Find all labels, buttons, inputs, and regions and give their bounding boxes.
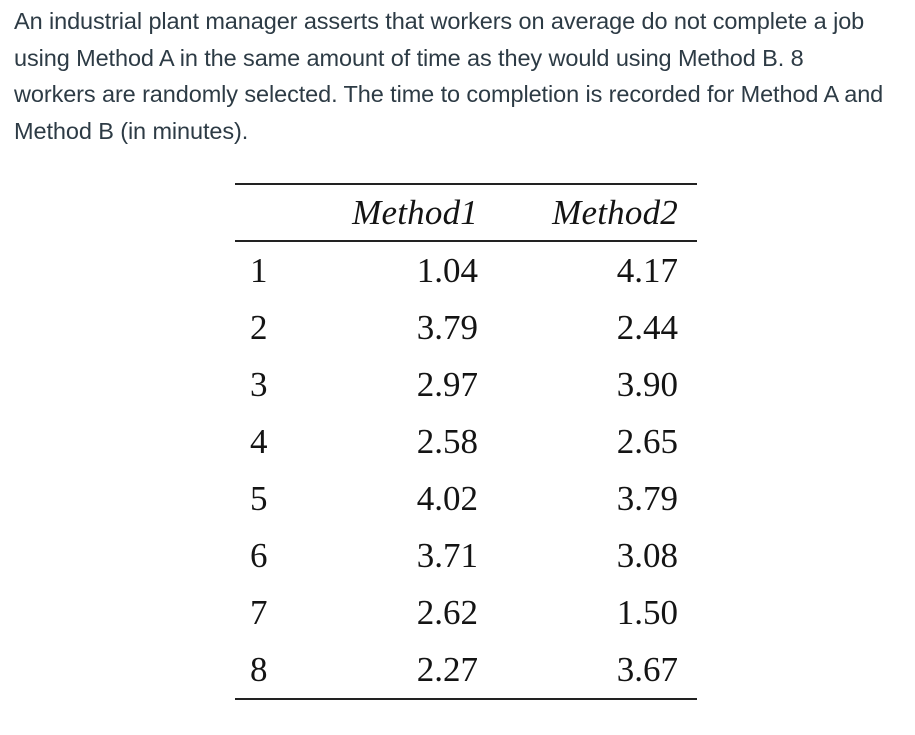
worker-number-cell: 4: [250, 421, 268, 461]
table-row: 1 1.04 4.17: [235, 242, 697, 299]
method1-value-cell: 2.97: [416, 364, 478, 404]
problem-statement: An industrial plant manager asserts that…: [14, 3, 883, 149]
method1-value-cell: 3.71: [416, 535, 478, 575]
table-row: 4 2.58 2.65: [235, 413, 697, 470]
table-row: 3 2.97 3.90: [235, 356, 697, 413]
method1-value-cell: 3.79: [416, 307, 478, 347]
method1-value-cell: 2.27: [416, 649, 478, 689]
method2-value-cell: 1.50: [616, 592, 678, 632]
method2-value-cell: 3.08: [616, 535, 678, 575]
problem-statement-line: using Method A in the same amount of tim…: [14, 44, 804, 71]
worker-number-cell: 6: [250, 535, 268, 575]
table-row: 7 2.62 1.50: [235, 584, 697, 641]
method2-value-cell: 3.90: [616, 364, 678, 404]
problem-statement-line: Method B (in minutes).: [14, 117, 249, 144]
table-row: 5 4.02 3.79: [235, 470, 697, 527]
method2-value-cell: 2.65: [616, 421, 678, 461]
worker-number-cell: 5: [250, 478, 268, 518]
worker-number-cell: 3: [250, 364, 268, 404]
problem-statement-line: workers are randomly selected. The time …: [14, 81, 884, 108]
method2-value-cell: 2.44: [616, 307, 678, 347]
data-table: Method1 Method2 1 1.04 4.17 2 3.79 2.44 …: [235, 183, 697, 700]
method1-value-cell: 1.04: [416, 250, 478, 290]
worker-number-cell: 7: [250, 592, 268, 632]
method2-value-cell: 3.79: [616, 478, 678, 518]
method1-value-cell: 4.02: [416, 478, 478, 518]
table-row: 2 3.79 2.44: [235, 299, 697, 356]
method2-column-header: Method2: [552, 192, 678, 232]
method2-value-cell: 4.17: [616, 250, 678, 290]
method2-value-cell: 3.67: [616, 649, 678, 689]
table-row: 8 2.27 3.67: [235, 641, 697, 698]
table-header-row: Method1 Method2: [235, 185, 697, 242]
method1-column-header: Method1: [352, 192, 478, 232]
worker-number-cell: 2: [250, 307, 268, 347]
table-row: 6 3.71 3.08: [235, 527, 697, 584]
worker-number-cell: 8: [250, 649, 268, 689]
method1-value-cell: 2.62: [416, 592, 478, 632]
method1-value-cell: 2.58: [416, 421, 478, 461]
worker-number-cell: 1: [250, 250, 268, 290]
problem-statement-line: An industrial plant manager asserts that…: [14, 8, 865, 34]
